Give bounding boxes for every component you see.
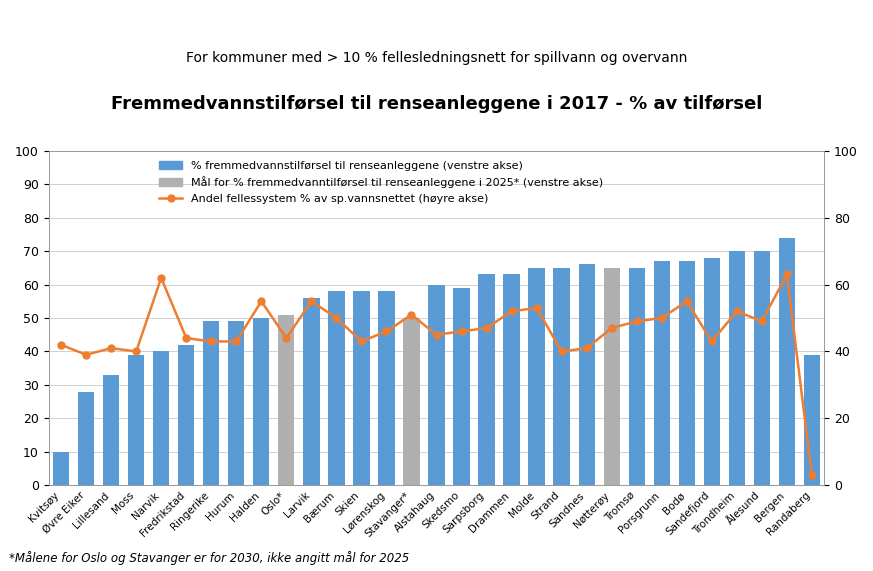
- Bar: [303, 298, 320, 485]
- Bar: [203, 321, 219, 485]
- Bar: [228, 321, 244, 485]
- Bar: [478, 275, 495, 485]
- Bar: [53, 452, 69, 485]
- Bar: [579, 264, 595, 485]
- Text: For kommuner med > 10 % fellesledningsnett for spillvann og overvann: For kommuner med > 10 % fellesledningsne…: [186, 51, 687, 66]
- Bar: [553, 268, 570, 485]
- Legend: % fremmedvannstilførsel til renseanleggene (venstre akse), Mål for % fremmedvann: % fremmedvannstilførsel til renseanlegge…: [155, 156, 607, 208]
- Bar: [153, 352, 169, 485]
- Bar: [253, 318, 270, 485]
- Bar: [753, 251, 770, 485]
- Bar: [178, 345, 195, 485]
- Bar: [629, 268, 645, 485]
- Bar: [278, 315, 294, 485]
- Bar: [678, 261, 695, 485]
- Bar: [378, 291, 395, 485]
- Bar: [453, 288, 470, 485]
- Title: Fremmedvannstilførsel til renseanleggene i 2017 - % av tilførsel: Fremmedvannstilførsel til renseanleggene…: [111, 95, 762, 113]
- Bar: [429, 284, 444, 485]
- Bar: [354, 291, 369, 485]
- Bar: [603, 268, 620, 485]
- Bar: [403, 318, 420, 485]
- Bar: [528, 268, 545, 485]
- Bar: [729, 251, 745, 485]
- Text: *Målene for Oslo og Stavanger er for 2030, ikke angitt mål for 2025: *Målene for Oslo og Stavanger er for 203…: [9, 552, 409, 565]
- Bar: [804, 355, 820, 485]
- Bar: [328, 291, 345, 485]
- Bar: [78, 392, 94, 485]
- Bar: [654, 261, 670, 485]
- Bar: [103, 375, 120, 485]
- Bar: [779, 238, 795, 485]
- Bar: [504, 275, 519, 485]
- Bar: [128, 355, 144, 485]
- Bar: [704, 258, 720, 485]
